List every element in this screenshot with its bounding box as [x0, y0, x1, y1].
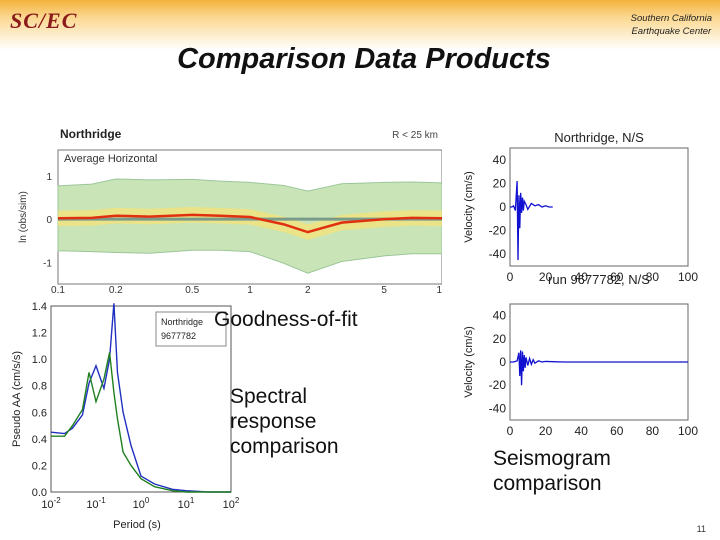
seismogram-label-line-2: comparison — [493, 472, 602, 495]
seismogram-label: Seismogram comparison — [493, 446, 611, 496]
seismogram-northridge-y-tick: -20 — [489, 224, 507, 238]
seismogram-northridge-y-tick: 0 — [499, 200, 506, 214]
seismogram-simulated-y-tick: 20 — [493, 332, 507, 346]
spectral-x-tick: 102 — [223, 496, 240, 511]
gof-bias-line — [57, 213, 442, 234]
seismogram-northridge-x-tick: 0 — [507, 270, 514, 284]
spectral-series-simulated — [51, 352, 231, 493]
seismogram-simulated-x-tick: 0 — [507, 424, 514, 436]
seismogram-simulated-y-tick: -20 — [489, 378, 507, 392]
seismogram-northridge-title: Northridge, N/S — [554, 130, 644, 145]
seismogram-simulated-title: run 9677782, N/S — [548, 272, 650, 286]
spectral-x-tick: 10-2 — [41, 496, 61, 511]
gof-sigma-band — [57, 178, 442, 274]
seismogram-northridge-y-tick: -40 — [489, 247, 507, 261]
header-band — [0, 0, 720, 50]
seismogram-simulated-y-tick: -40 — [489, 401, 507, 415]
gof-y-tick: -1 — [43, 258, 52, 269]
seismogram-simulated-x-tick: 60 — [610, 424, 624, 436]
spectral-y-tick: 0.0 — [32, 487, 47, 499]
seismogram-northridge-x-tick: 40 — [575, 270, 589, 284]
seismogram-simulated-x-tick: 40 — [575, 424, 589, 436]
slide-title: Comparison Data Products — [177, 43, 551, 75]
spectral-y-tick: 0.6 — [32, 407, 47, 419]
seismogram-simulated-y-tick: 40 — [493, 309, 507, 323]
spectral-y-tick: 0.2 — [32, 460, 47, 472]
spectral-y-tick: 0.4 — [32, 434, 47, 446]
seismogram-northridge-chart: Northridge, N/S Velocity (cm/s) 40 20 0 -20 -4… — [463, 130, 698, 286]
spectral-y-tick: 1.0 — [32, 354, 47, 366]
gof-subtitle: Average Horizontal — [64, 153, 157, 165]
seismogram-simulated-x-tick: 20 — [539, 424, 553, 436]
spectral-y-tick: 0.8 — [32, 381, 47, 393]
goodness-of-fit-label: Goodness-of-fit — [214, 308, 358, 331]
org-line-1: Southern California — [630, 13, 712, 24]
goodness-of-fit-chart: Northridge Average Horizontal R < 25 km ln … — [18, 127, 442, 294]
scec-logo: SC/EC — [10, 8, 78, 33]
gof-ylabel: ln (obs/sim) — [18, 191, 29, 243]
spectral-legend-item: Northridge — [161, 317, 203, 327]
seismogram-northridge-x-tick: 100 — [678, 270, 698, 284]
gof-title: Northridge — [60, 127, 122, 141]
spectral-y-tick: 1.4 — [32, 301, 47, 313]
seismogram-northridge-x-tick: 60 — [610, 270, 624, 284]
spectral-label: Spectral response comparison — [230, 384, 339, 459]
spectral-label-line-1: Spectral — [230, 385, 308, 408]
spectral-xlabel: Period (s) — [113, 519, 161, 531]
spectral-x-tick: 10-1 — [86, 496, 106, 511]
gof-x-tick: 10 — [436, 285, 442, 294]
gof-y-tick: 0 — [46, 215, 52, 226]
spectral-series-northridge — [50, 303, 231, 493]
seismogram-simulated-y-tick: 0 — [499, 355, 506, 369]
seismogram-simulated-x-tick: 80 — [646, 424, 660, 436]
spectral-response-chart: Pseudo AA (cm/s/s) Period (s) 1.4 1.2 1.0 0.8… — [11, 301, 240, 531]
spectral-x-tick: 100 — [133, 496, 150, 511]
spectral-label-line-3: comparison — [230, 435, 339, 458]
spectral-label-line-2: response — [230, 410, 317, 433]
org-line-2: Earthquake Center — [631, 26, 712, 37]
seismogram-northridge-y-tick: 20 — [493, 176, 507, 190]
gof-x-tick: 1 — [247, 285, 253, 294]
spectral-ylabel: Pseudo AA (cm/s/s) — [11, 351, 23, 447]
seismogram-northridge-x-tick: 80 — [646, 270, 660, 284]
gof-x-tick: 2 — [305, 285, 311, 294]
spectral-legend-item: 9677782 — [161, 331, 196, 341]
seismogram-northridge-trace — [510, 181, 553, 261]
seismogram-simulated-ylabel: Velocity (cm/s) — [463, 326, 475, 398]
seismogram-simulated-trace — [510, 350, 688, 386]
seismogram-simulated-x-tick: 100 — [678, 424, 698, 436]
spectral-legend-box — [155, 311, 227, 347]
seismogram-northridge-ylabel: Velocity (cm/s) — [463, 171, 475, 243]
seismogram-northridge-y-tick: 40 — [493, 153, 507, 167]
gof-x-tick: 0.2 — [109, 285, 123, 294]
seismogram-label-line-1: Seismogram — [493, 447, 611, 470]
gof-y-tick: 1 — [46, 172, 52, 183]
gof-x-tick: 5 — [381, 285, 387, 294]
gof-annotation: R < 25 km — [392, 130, 438, 141]
spectral-y-tick: 1.2 — [32, 328, 47, 340]
gof-x-tick: 0.5 — [185, 285, 199, 294]
slide-number: 11 — [696, 524, 706, 534]
spectral-x-tick: 101 — [178, 496, 195, 511]
organization-name: Southern California Earthquake Center — [631, 12, 712, 38]
gof-x-tick: 0.1 — [51, 285, 65, 294]
seismogram-northridge-x-tick: 20 — [539, 270, 553, 284]
seismogram-northridge-plot-frame — [509, 147, 689, 267]
